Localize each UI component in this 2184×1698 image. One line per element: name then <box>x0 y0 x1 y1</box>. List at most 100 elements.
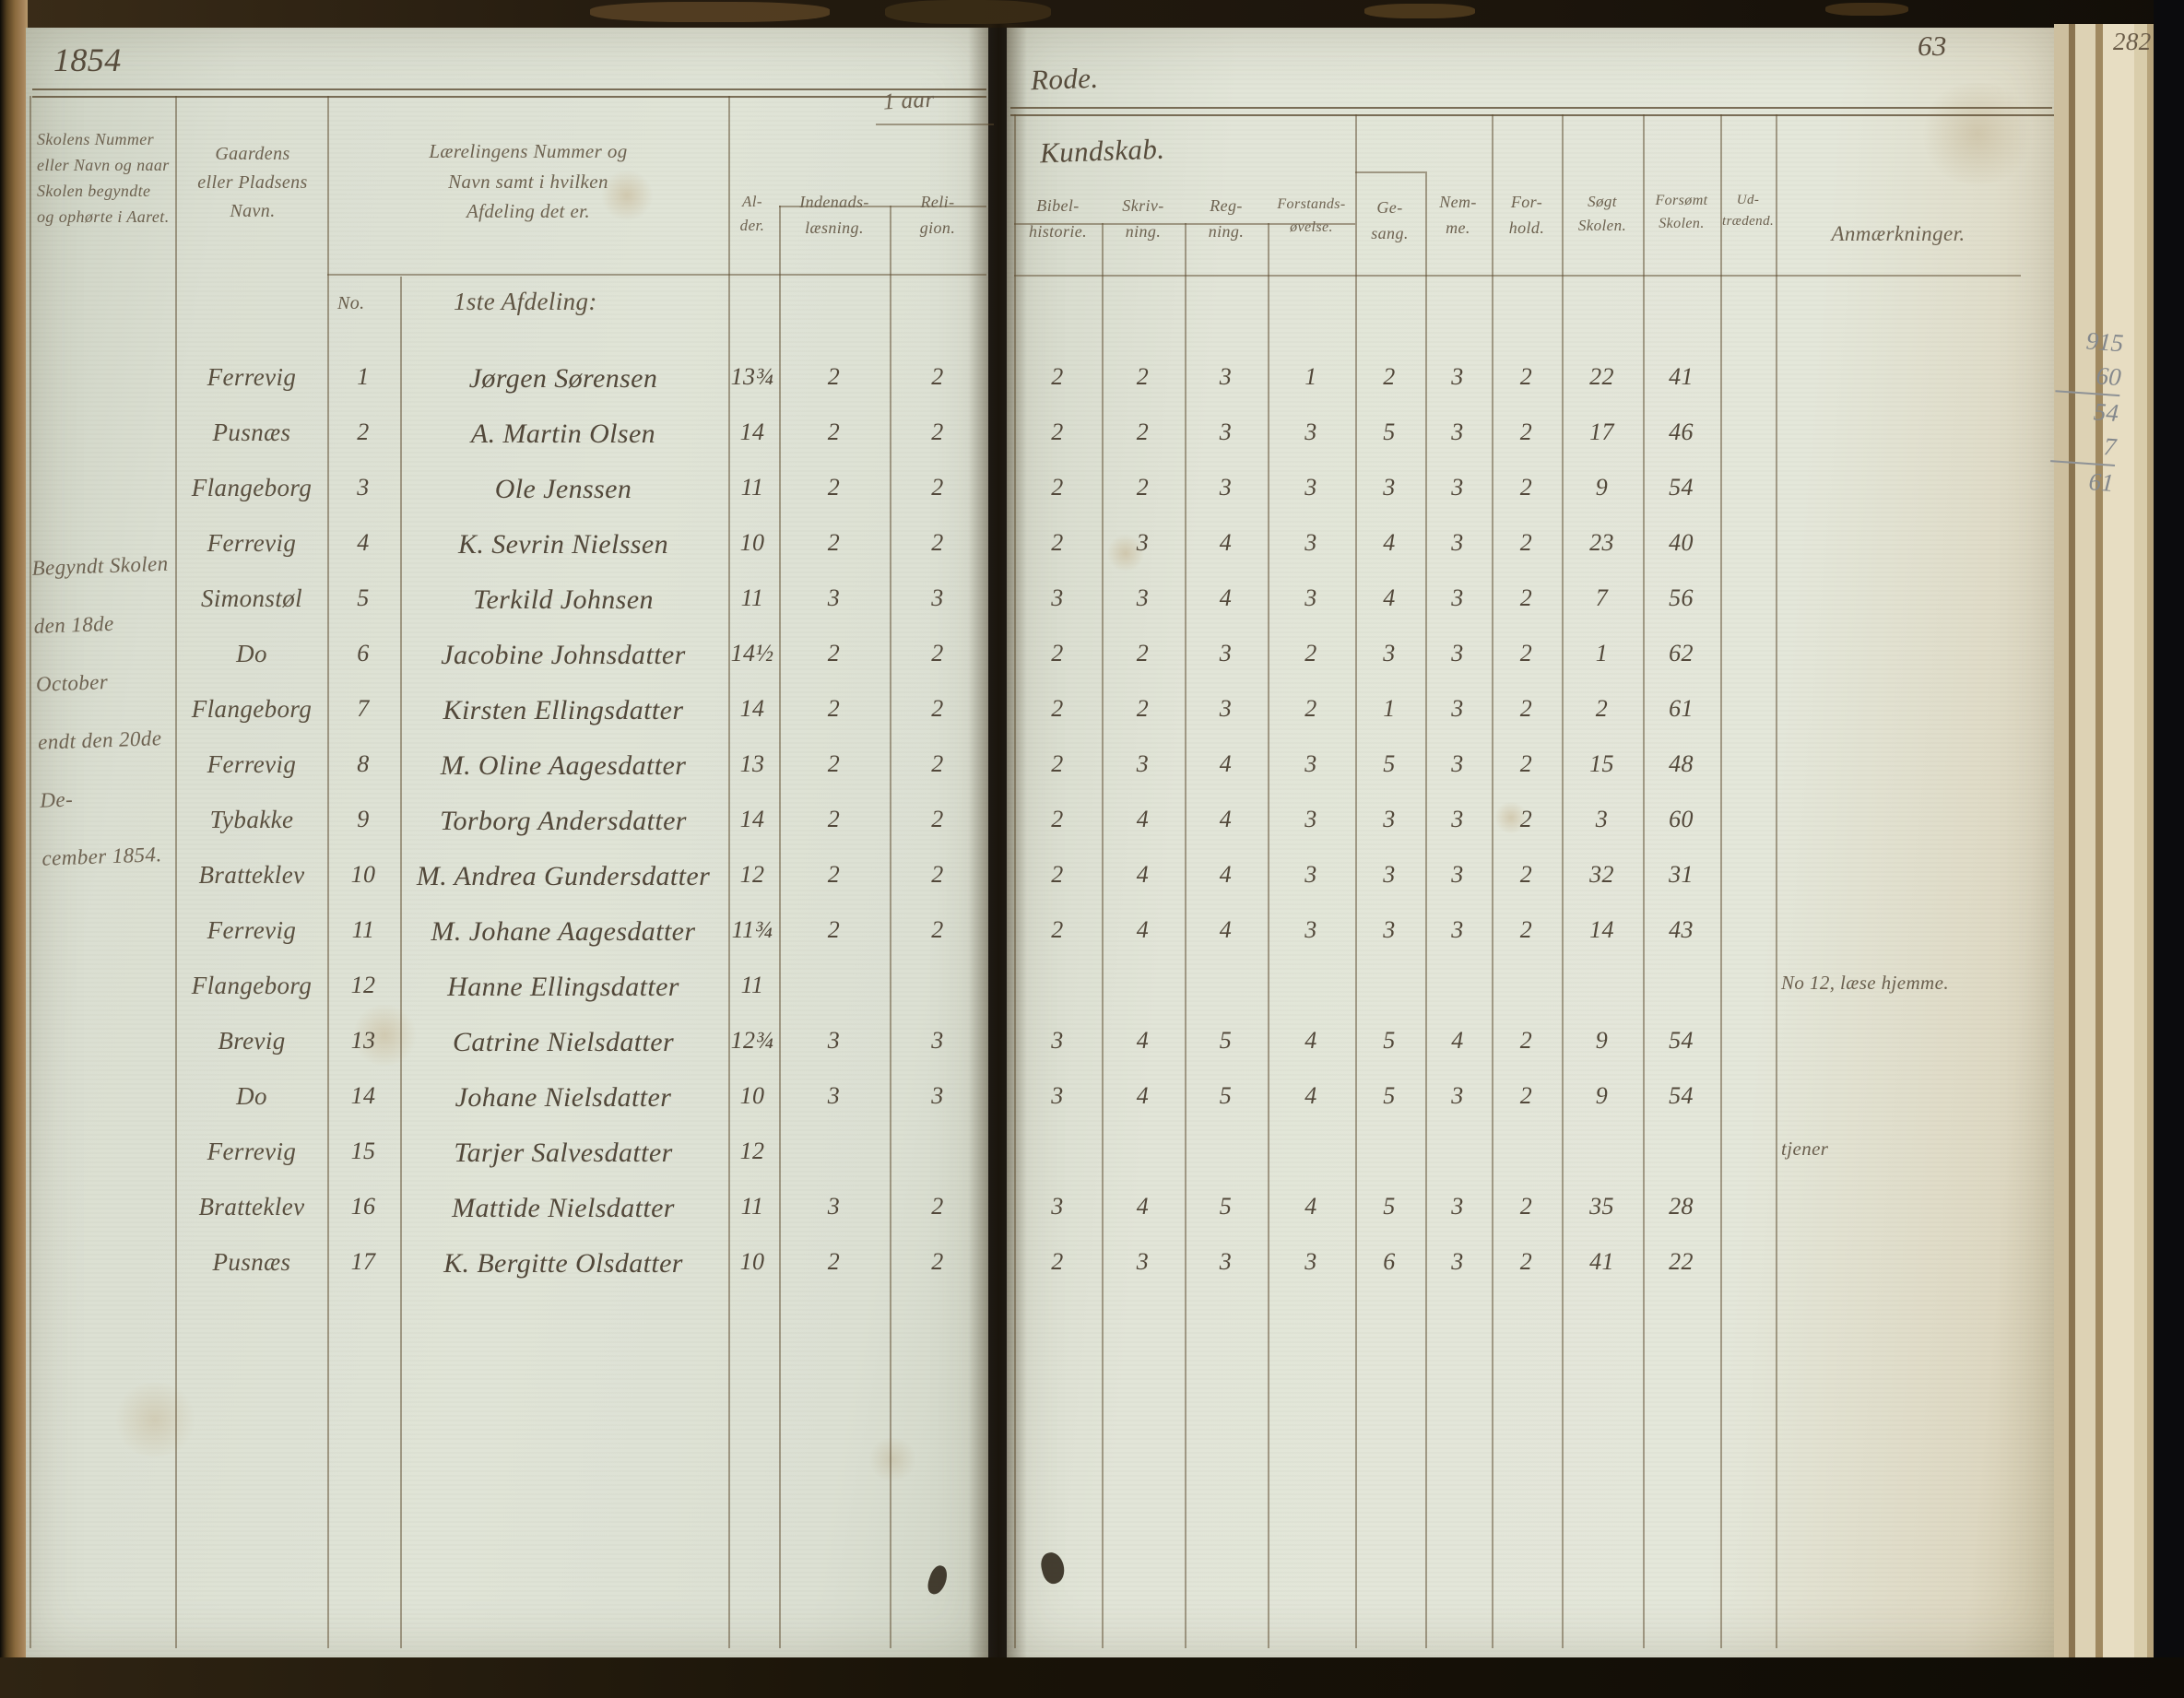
cell-name: M. Oline Aagesdatter <box>440 750 687 781</box>
cell-age: 13 <box>739 750 765 777</box>
cell-place: Ferrevig <box>207 750 297 778</box>
cell-age: 13¾ <box>730 363 774 390</box>
cell-conduct: 2 <box>1519 474 1533 501</box>
cell-aptitude: 3 <box>1451 529 1464 556</box>
cell-writing: 4 <box>1136 1027 1150 1054</box>
grid-line <box>1185 223 1186 1648</box>
cell-singing: 5 <box>1383 1027 1396 1054</box>
table-row: Simonstøl 5 Terkild Johnsen 11 3 3 3 3 4 3 4 3 2 7 56 <box>0 579 2184 632</box>
cell-writing: 2 <box>1136 419 1150 445</box>
column-header-missed: Forsømt Skolen. <box>1655 193 1708 231</box>
cell-arithmetic: 4 <box>1219 750 1233 777</box>
cell-name: Kirsten Ellingsdatter <box>443 695 684 725</box>
binding-fray <box>1825 3 1908 16</box>
column-header-remarks: Anmærkninger. <box>1831 222 1966 245</box>
cell-reasoning: 3 <box>1304 584 1317 611</box>
cell-aptitude: 3 <box>1451 419 1464 445</box>
cell-religion: 3 <box>931 1082 944 1109</box>
book-spine-left <box>0 0 28 1698</box>
cell-conduct: 2 <box>1519 1082 1533 1109</box>
cell-conduct: 2 <box>1519 1248 1533 1275</box>
cell-singing: 6 <box>1383 1248 1396 1275</box>
binding-fray <box>885 0 1051 24</box>
grid-line <box>1720 114 1722 1648</box>
cell-singing: 5 <box>1383 750 1396 777</box>
cell-age: 11 <box>740 584 764 611</box>
cell-reading: 3 <box>827 1082 841 1109</box>
cell-singing: 2 <box>1383 363 1396 390</box>
cell-number: 3 <box>357 474 370 501</box>
cell-reading: 2 <box>827 861 841 888</box>
cell-writing: 2 <box>1136 474 1150 501</box>
cell-bible: 2 <box>1051 806 1064 832</box>
right-page <box>1007 28 2058 1657</box>
cell-attended: 23 <box>1589 529 1614 556</box>
cell-age: 11 <box>740 1193 764 1220</box>
column-header-reading: Indenads- læsning. <box>799 193 869 237</box>
cell-number: 5 <box>357 584 370 611</box>
cell-attended: 3 <box>1595 806 1609 832</box>
cell-writing: 3 <box>1136 1248 1150 1275</box>
cell-reasoning: 3 <box>1304 474 1317 501</box>
pencil-sum-value: 54 <box>2092 397 2120 428</box>
cell-singing: 4 <box>1383 529 1396 556</box>
table-row: Ferrevig 8 M. Oline Aagesdatter 13 2 2 2 3 4 3 5 3 2… <box>0 745 2184 798</box>
cell-aptitude: 3 <box>1451 1248 1464 1275</box>
cell-number: 15 <box>350 1138 376 1164</box>
cell-name: Tarjer Salvesdatter <box>454 1138 673 1168</box>
cell-religion: 2 <box>931 1193 944 1220</box>
cell-missed: 60 <box>1669 806 1694 832</box>
cell-number: 13 <box>350 1027 376 1054</box>
book-binding-top <box>0 0 2184 28</box>
cell-name: Catrine Nielsdatter <box>452 1027 675 1057</box>
cell-place: Simonstøl <box>200 584 303 612</box>
cell-name: Jacobine Johnsdatter <box>441 640 686 670</box>
cell-reading: 2 <box>827 1248 841 1275</box>
cell-conduct: 2 <box>1519 916 1533 943</box>
book-binding-bottom <box>0 1657 2184 1698</box>
cell-aptitude: 3 <box>1451 640 1464 666</box>
cell-missed: 62 <box>1669 640 1694 666</box>
table-row: Ferrevig 15 Tarjer Salvesdatter 12 tjener <box>0 1132 2184 1185</box>
cell-aptitude: 3 <box>1451 916 1464 943</box>
cell-age: 14½ <box>730 640 774 666</box>
cell-place: Pusnæs <box>212 419 291 446</box>
cell-missed: 48 <box>1669 750 1694 777</box>
cell-singing: 5 <box>1383 419 1396 445</box>
grid-line <box>400 277 402 1648</box>
cell-number: 10 <box>350 861 376 888</box>
cell-name: K. Sevrin Nielssen <box>457 529 668 560</box>
cell-place: Flangeborg <box>191 695 313 723</box>
cell-bible: 3 <box>1051 584 1064 611</box>
cell-bible: 2 <box>1051 363 1064 390</box>
cell-conduct: 2 <box>1519 363 1533 390</box>
cell-age: 10 <box>739 1248 765 1275</box>
grid-line <box>876 124 994 125</box>
cell-missed: 61 <box>1669 695 1694 722</box>
cell-place: Pusnæs <box>212 1248 291 1276</box>
binding-fray <box>1364 4 1475 18</box>
cell-bible: 2 <box>1051 640 1064 666</box>
cell-reasoning: 2 <box>1304 640 1317 666</box>
table-row: Do 6 Jacobine Johnsdatter 14½ 2 2 2 2 3 2 3 3 2 1 62 <box>0 634 2184 688</box>
cell-number: 16 <box>350 1193 376 1220</box>
grid-line <box>1425 171 1427 1648</box>
grid-line <box>1562 114 1564 1648</box>
grid-line <box>1776 114 1777 1648</box>
grid-line <box>1010 107 2052 109</box>
grid-line <box>327 96 329 1648</box>
cell-number: 11 <box>351 916 375 943</box>
cell-bible: 2 <box>1051 916 1064 943</box>
grid-line <box>890 206 891 1648</box>
cell-writing: 3 <box>1136 584 1150 611</box>
table-row: Bratteklev 16 Mattide Nielsdatter 11 3 2 3 4 5 4 5… <box>0 1187 2184 1241</box>
cell-number: 7 <box>357 695 370 722</box>
cell-arithmetic: 5 <box>1219 1027 1233 1054</box>
grid-line <box>175 96 177 1648</box>
column-header-pupil: Lærelingens Nummer og Navn samt i hvilke… <box>429 140 628 223</box>
cell-aptitude: 3 <box>1451 695 1464 722</box>
cell-remark: tjener <box>1781 1138 1829 1160</box>
cell-conduct: 2 <box>1519 750 1533 777</box>
cell-place: Do <box>236 1082 267 1110</box>
